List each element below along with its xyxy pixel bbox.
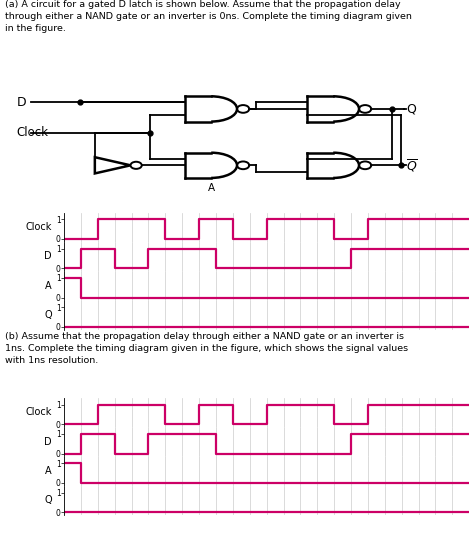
Text: A: A (45, 281, 52, 291)
Text: Clock: Clock (26, 222, 52, 232)
Text: Clock: Clock (26, 408, 52, 417)
Text: (b) Assume that the propagation delay through either a NAND gate or an inverter : (b) Assume that the propagation delay th… (5, 332, 408, 365)
Text: (a) A circuit for a gated D latch is shown below. Assume that the propagation de: (a) A circuit for a gated D latch is sho… (5, 0, 411, 33)
Text: D: D (44, 251, 52, 262)
Text: D: D (17, 96, 26, 109)
Text: Q: Q (44, 310, 52, 320)
Text: D: D (44, 437, 52, 447)
Text: Q: Q (406, 102, 416, 116)
Text: A: A (208, 183, 215, 193)
Text: A: A (45, 466, 52, 476)
Text: $\overline{Q}$: $\overline{Q}$ (406, 157, 418, 173)
Text: Q: Q (44, 495, 52, 505)
Text: Clock: Clock (17, 126, 48, 139)
